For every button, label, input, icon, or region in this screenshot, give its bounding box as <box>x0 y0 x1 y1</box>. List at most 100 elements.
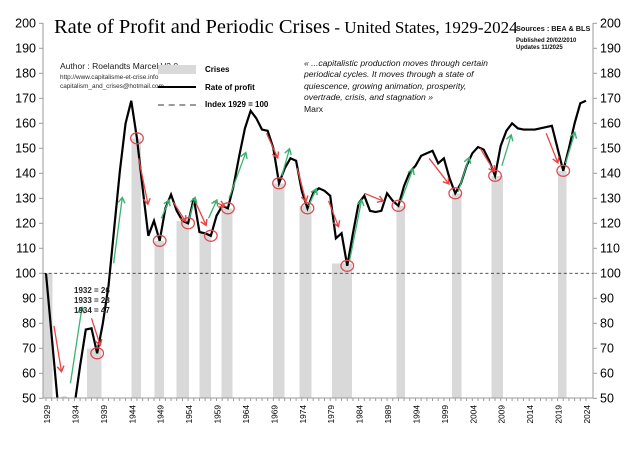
down-arrow <box>428 157 450 186</box>
up-arrow <box>457 156 472 193</box>
index-swatch <box>158 103 196 106</box>
crisis-bar <box>86 348 102 398</box>
annotation-1933: 1933 = 28 <box>74 296 110 306</box>
svg-text:110: 110 <box>16 241 36 255</box>
svg-text:180: 180 <box>15 66 36 80</box>
sources-block: Sources : BEA & BLS Published 20/02/2010… <box>516 24 631 51</box>
published-line: Published 20/02/2010 <box>516 38 577 44</box>
svg-text:180: 180 <box>600 66 621 80</box>
crisis-bar <box>199 233 211 398</box>
svg-text:1969: 1969 <box>269 405 279 424</box>
crisis-circle <box>181 217 196 230</box>
crisis-bar <box>221 208 233 398</box>
svg-text:80: 80 <box>22 316 36 330</box>
down-arrow <box>545 133 560 165</box>
quote-attribution: Marx <box>304 104 324 115</box>
svg-text:2019: 2019 <box>554 405 564 424</box>
crisis-circle <box>391 199 406 212</box>
title-sub: - United States, 1929-2024 <box>330 18 518 37</box>
crisis-circle <box>90 347 105 360</box>
svg-text:1979: 1979 <box>326 405 336 424</box>
up-arrow <box>348 198 365 261</box>
crisis-circle <box>556 164 571 177</box>
svg-text:60: 60 <box>22 366 36 380</box>
crisis-circle <box>340 259 355 272</box>
up-arrow <box>188 196 198 219</box>
svg-text:1999: 1999 <box>440 405 450 424</box>
crisis-bar <box>299 205 312 398</box>
svg-text:170: 170 <box>600 91 621 105</box>
up-arrow <box>564 131 578 164</box>
author-email: capitalism_and_crises@hotmail.com <box>60 83 164 90</box>
down-arrow <box>90 318 103 347</box>
svg-text:1974: 1974 <box>298 405 308 424</box>
svg-text:1959: 1959 <box>213 405 223 424</box>
sources-line: Sources : BEA & BLS <box>516 24 591 33</box>
y-axis-labels: 50 50 60 60 70 70 80 80 90 90 100 100 110 110 120 120 13… <box>15 16 621 405</box>
svg-text:100: 100 <box>15 266 36 280</box>
svg-text:160: 160 <box>15 116 36 130</box>
svg-text:1984: 1984 <box>355 405 365 424</box>
rate-of-profit-swatch <box>158 86 196 89</box>
legend-label: Crises <box>205 65 230 75</box>
legend-item-rate-of-profit: Rate of profit <box>158 79 268 97</box>
svg-text:150: 150 <box>600 141 621 155</box>
author-name: Author : Roelandts Marcel V2.0 <box>60 61 179 71</box>
legend-label: Rate of profit <box>205 82 255 92</box>
svg-text:100: 100 <box>600 266 621 280</box>
annotation-1934: 1934 = 47 <box>74 306 110 316</box>
crisis-bar <box>131 138 141 398</box>
up-arrow <box>207 198 219 219</box>
crisis-circle <box>152 234 167 247</box>
down-arrow <box>172 201 187 223</box>
legend: Crises Rate of profit Index 1929 = 100 <box>158 61 268 114</box>
downturn-arrows <box>53 133 560 373</box>
svg-text:50: 50 <box>600 391 614 405</box>
marx-quote: « ...capitalistic production moves throu… <box>304 58 491 116</box>
crisis-bar <box>451 193 462 398</box>
author-website: http://www.capitalisme-et-crise.info <box>60 73 159 81</box>
trough-annotations: 1932 = 26 1933 = 28 1934 = 47 <box>74 286 110 316</box>
svg-text:110: 110 <box>600 241 620 255</box>
x-axis-labels: 1929 1934 1939 1944 1949 1954 1959 1964 1969 1974… <box>42 398 592 423</box>
up-arrow <box>308 187 318 207</box>
svg-text:1944: 1944 <box>127 405 137 424</box>
svg-text:160: 160 <box>600 116 621 130</box>
svg-text:120: 120 <box>15 216 36 230</box>
svg-text:1939: 1939 <box>99 405 109 424</box>
svg-text:60: 60 <box>600 366 614 380</box>
svg-text:1994: 1994 <box>411 405 421 424</box>
svg-text:150: 150 <box>15 141 36 155</box>
down-arrow <box>265 133 280 160</box>
crisis-bar <box>43 273 53 398</box>
down-arrow <box>53 325 65 373</box>
svg-text:50: 50 <box>22 391 36 405</box>
up-arrow <box>112 196 126 264</box>
author-block: Author : Roelandts Marcel V2.0 http://ww… <box>60 61 178 90</box>
svg-text:130: 130 <box>600 191 621 205</box>
svg-text:170: 170 <box>15 91 36 105</box>
svg-text:130: 130 <box>15 191 36 205</box>
annotation-1932: 1932 = 26 <box>74 286 110 295</box>
svg-text:1949: 1949 <box>156 405 166 424</box>
svg-text:2009: 2009 <box>497 405 507 424</box>
svg-text:2004: 2004 <box>468 405 478 424</box>
svg-text:1929: 1929 <box>42 405 52 424</box>
page-title: Rate of Profit and Periodic Crises - Uni… <box>54 16 518 39</box>
crisis-bars <box>43 138 567 398</box>
crisis-circle <box>448 187 463 200</box>
crisis-circle <box>203 229 218 242</box>
legend-item-crises: Crises <box>158 61 268 79</box>
up-arrow <box>281 147 292 176</box>
crisis-circle <box>220 202 235 215</box>
crisis-bar <box>491 175 503 398</box>
crisis-bar <box>176 220 190 398</box>
svg-text:80: 80 <box>600 316 614 330</box>
svg-text:190: 190 <box>15 41 36 55</box>
svg-text:1964: 1964 <box>241 405 251 424</box>
down-arrow <box>327 200 341 228</box>
down-arrow <box>138 158 151 206</box>
crisis-bar <box>272 183 285 398</box>
axes <box>42 23 594 399</box>
